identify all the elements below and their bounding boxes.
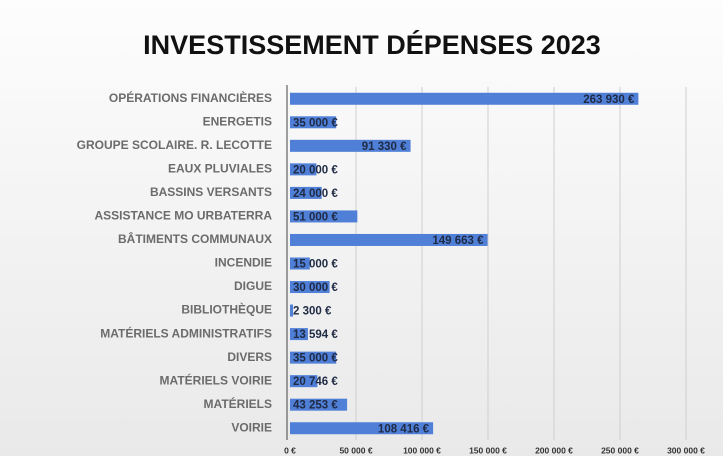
bar <box>290 281 330 294</box>
y-tick-label: OPÉRATIONS FINANCIÈRES <box>109 90 272 105</box>
x-tick-label: 250 000 € <box>601 445 639 455</box>
chart-title: INVESTISSEMENT DÉPENSES 2023 <box>143 29 601 60</box>
x-tick-label: 0 € <box>284 445 296 455</box>
bar <box>290 398 348 411</box>
bar <box>290 375 318 388</box>
y-tick-label: MATÉRIELS <box>204 396 272 411</box>
y-tick-label: BIBLIOTHÈQUE <box>181 302 272 317</box>
bar <box>290 328 308 341</box>
value-label: 20 000 € <box>293 164 338 176</box>
bar <box>290 163 317 176</box>
x-tick-label: 150 000 € <box>469 445 507 455</box>
value-label: 2 300 € <box>293 306 332 318</box>
y-tick-label: MATÉRIELS ADMINISTRATIFS <box>100 325 272 340</box>
bar <box>290 210 358 223</box>
value-label: 35 000 € <box>293 117 338 129</box>
value-label: 91 330 € <box>362 141 407 153</box>
bar <box>290 233 488 246</box>
y-tick-label: INCENDIE <box>215 256 272 270</box>
bar <box>290 92 639 105</box>
y-tick-label: MATÉRIELS VOIRIE <box>160 372 272 387</box>
y-tick-label: DIVERS <box>227 350 272 364</box>
value-label: 43 253 € <box>293 400 338 412</box>
value-label: 24 000 € <box>293 188 338 200</box>
value-label: 15 000 € <box>293 259 338 271</box>
bar <box>290 257 310 270</box>
bar <box>290 304 294 317</box>
value-label: 51 000 € <box>293 211 338 223</box>
value-label: 30 000 € <box>293 282 338 294</box>
y-tick-label: ENERGETIS <box>203 114 272 128</box>
x-tick-label: 200 000 € <box>535 445 573 455</box>
value-label: 263 930 € <box>583 94 635 106</box>
bar <box>290 351 337 364</box>
value-label: 108 416 € <box>378 423 430 435</box>
y-tick-label: DIGUE <box>234 279 272 293</box>
value-label: 20 746 € <box>293 376 338 388</box>
y-tick-label: VOIRIE <box>231 420 272 434</box>
value-label: 35 000 € <box>293 353 338 365</box>
y-tick-label: GROUPE SCOLAIRE. R. LECOTTE <box>77 138 272 152</box>
x-tick-label: 50 000 € <box>339 445 372 455</box>
value-label: 13 594 € <box>293 329 338 341</box>
y-tick-label: EAUX PLUVIALES <box>168 162 272 176</box>
bar <box>290 139 411 152</box>
bar <box>290 116 337 129</box>
value-label: 149 663 € <box>432 235 484 247</box>
y-tick-label: BASSINS VERSANTS <box>150 185 272 199</box>
x-tick-label: 100 000 € <box>403 445 441 455</box>
bar <box>290 186 322 199</box>
y-tick-label: ASSISTANCE MO URBATERRA <box>94 209 272 223</box>
y-tick-label: BÂTIMENTS COMMUNAUX <box>118 231 272 246</box>
x-tick-label: 300 000 € <box>667 445 705 455</box>
bar <box>290 422 434 435</box>
